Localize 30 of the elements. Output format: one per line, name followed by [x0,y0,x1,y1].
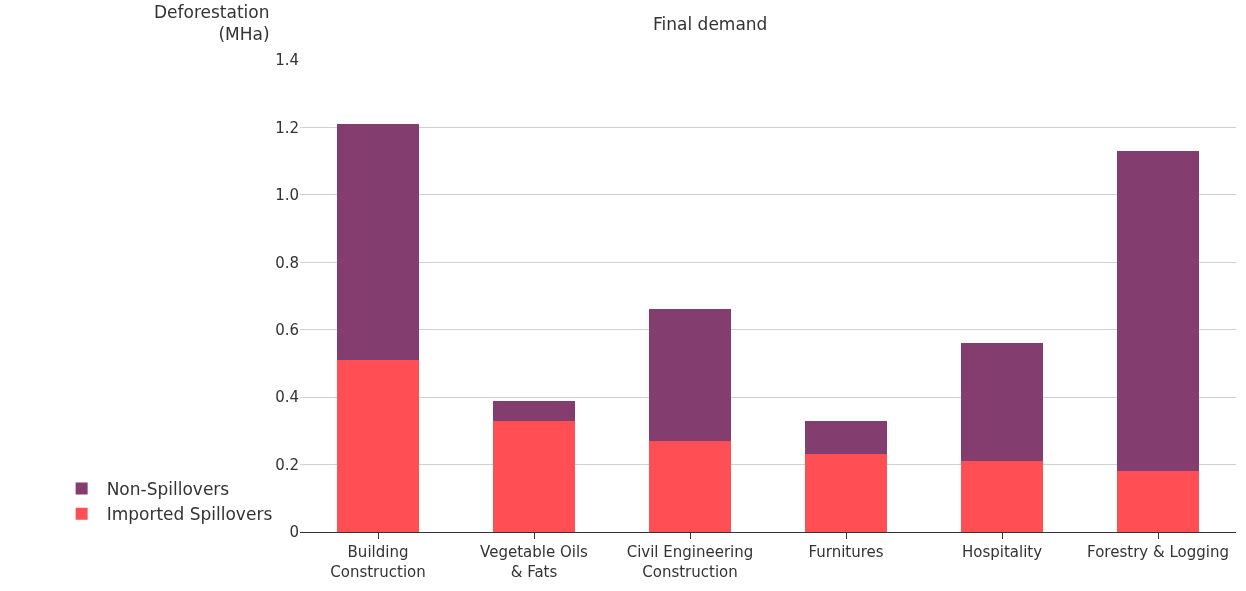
y-tick-label: 1.2 [275,118,299,137]
y-tick-label: 0.2 [275,455,299,474]
bar [649,309,731,441]
x-tick-label: Civil Engineering Construction [626,543,754,581]
y-tick-label: 0 [289,523,299,542]
bar [493,400,575,421]
y-tick-label: 1.4 [275,51,299,70]
legend-label: Non-Spillovers [106,479,230,500]
y-tick-label: 1.0 [275,186,299,205]
bar [961,461,1043,532]
y-axis-title: Deforestation (MHa) [154,2,270,45]
x-tick-label: Forestry & Logging [1087,543,1229,561]
x-tick-label: Furnitures [808,543,884,561]
legend-label: Imported Spillovers [106,504,273,525]
bar [961,343,1043,462]
bar [493,420,575,532]
x-tick-label: Hospitality [961,543,1043,561]
y-tick-label: 0.4 [275,388,299,407]
bar [805,420,887,455]
y-tick-label: 0.6 [275,320,299,339]
bar [649,440,731,532]
bar [1117,471,1199,532]
x-tick-label: Building Construction [330,543,426,581]
bar [337,124,419,361]
bar [805,454,887,532]
y-tick-label: 0.8 [275,253,299,272]
bar [1117,151,1199,472]
x-tick-label: Vegetable Oils & Fats [480,543,589,581]
chart-title: Final demand [653,13,768,34]
bar [337,360,419,532]
